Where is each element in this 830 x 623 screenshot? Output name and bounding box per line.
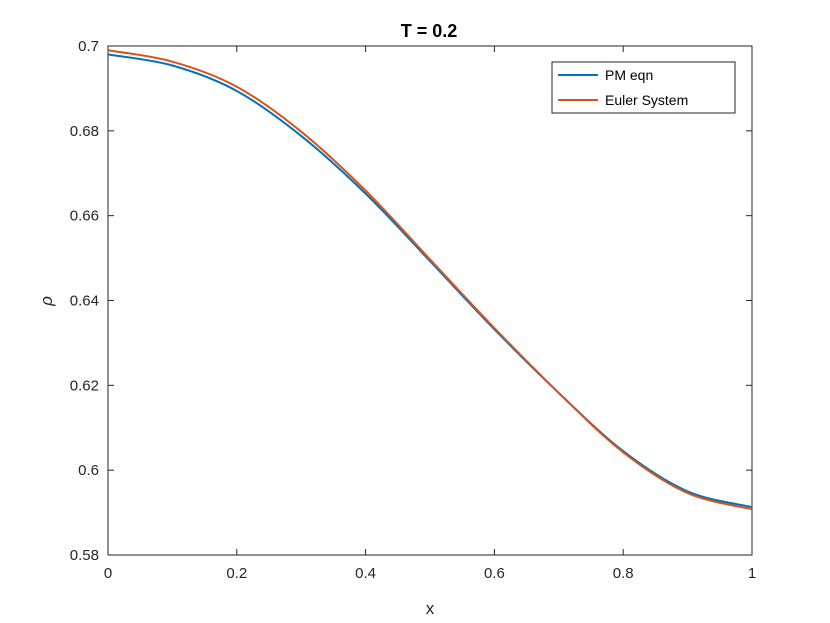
legend-entry: PM eqn [605,67,653,83]
y-tick-label: 0.64 [70,293,99,310]
y-tick-label: 0.62 [70,377,99,394]
y-axis-label: ρ [37,296,56,307]
x-tick-label: 1 [748,565,756,582]
y-axis-ticks: 0.58 0.6 0.62 0.64 0.66 0.68 0.7 [70,38,752,564]
x-axis-ticks: 0 0.2 0.4 0.6 0.8 1 [104,46,756,582]
y-tick-label: 0.7 [78,38,99,55]
x-tick-label: 0.6 [484,565,505,582]
x-tick-label: 0.8 [613,565,634,582]
plot-area [107,45,753,556]
y-tick-label: 0.58 [70,547,99,564]
legend-entry: Euler System [605,92,688,108]
legend-box [551,61,736,114]
x-tick-label: 0.2 [226,565,247,582]
y-tick-label: 0.6 [78,462,99,479]
series-line-euler-system [107,49,753,511]
x-tick-label: 0 [104,565,112,582]
series-lines [107,49,753,511]
legend: PM eqn Euler System [551,61,736,114]
y-tick-label: 0.68 [70,123,99,140]
x-axis-label: x [426,599,435,618]
y-tick-label: 0.66 [70,208,99,225]
chart-title: T = 0.2 [401,21,458,41]
series-line-pm-eqn [107,53,753,509]
x-tick-label: 0.4 [355,565,376,582]
